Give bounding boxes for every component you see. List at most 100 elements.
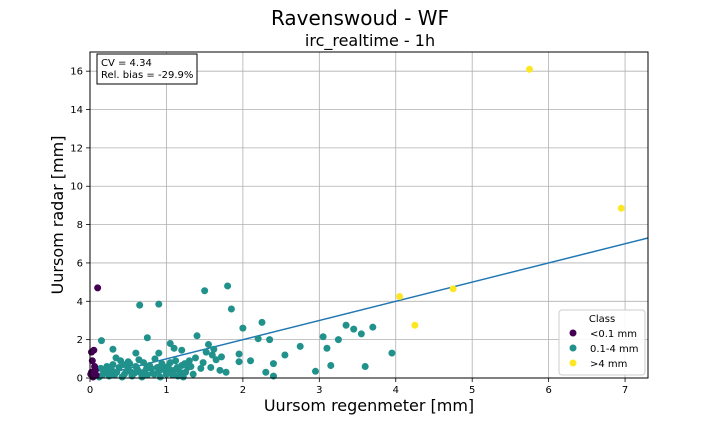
y-tick-label: 16 [70, 67, 83, 78]
point-mid [199, 359, 207, 367]
y-tick-label: 8 [77, 220, 83, 231]
legend: Class <0.1 mm 0.1-4 mm >4 mm [558, 309, 646, 376]
point-mid [388, 349, 396, 357]
fit-line [89, 237, 649, 379]
legend-label-high: >4 mm [590, 359, 627, 370]
point-high [526, 65, 534, 73]
point-mid [222, 368, 230, 376]
point-mid [254, 335, 262, 343]
point-high [449, 285, 457, 293]
point-mid [143, 364, 151, 372]
point-mid [193, 332, 201, 340]
point-low [91, 366, 99, 374]
point-mid [204, 340, 212, 348]
point-mid [216, 366, 224, 374]
x-axis-label: Uursom regenmeter [mm] [264, 396, 474, 415]
point-mid [207, 363, 215, 371]
legend-marker-mid [569, 344, 577, 352]
y-tick-label: 12 [70, 143, 83, 154]
point-mid [212, 356, 220, 364]
stats-box-frame [96, 53, 198, 85]
legend-label-mid: 0.1-4 mm [590, 344, 639, 355]
point-mid [153, 363, 161, 371]
stat-cv: CV = 4.34 [101, 58, 152, 69]
point-mid [342, 321, 350, 329]
point-mid [181, 360, 189, 368]
point-mid [239, 324, 247, 332]
point-high [617, 204, 625, 212]
point-mid [319, 333, 327, 341]
point-mid [156, 373, 164, 381]
point-mid [165, 365, 173, 373]
point-low [94, 284, 102, 292]
point-mid [138, 373, 146, 381]
point-mid [224, 282, 232, 290]
point-mid [151, 355, 159, 363]
point-mid [350, 325, 358, 333]
x-tick-label: 4 [393, 385, 399, 396]
point-mid [247, 357, 255, 365]
point-mid [155, 349, 163, 357]
points-layer [87, 65, 625, 381]
point-mid [327, 362, 335, 370]
point-mid [126, 360, 134, 368]
y-axis-label: Uursom radar [mm] [48, 136, 67, 295]
point-mid [210, 345, 218, 353]
legend-frame [558, 309, 646, 376]
x-tick-label: 1 [163, 385, 169, 396]
y-tick-label: 10 [70, 182, 83, 193]
point-mid [311, 367, 319, 375]
point-mid [281, 351, 289, 359]
point-mid [269, 360, 277, 368]
point-mid [296, 342, 304, 350]
point-mid [266, 336, 274, 344]
x-tick-label: 2 [240, 385, 246, 396]
point-mid [166, 339, 174, 347]
y-tick-label: 6 [77, 258, 83, 269]
point-mid [361, 362, 369, 370]
point-mid [97, 337, 105, 345]
point-mid [110, 371, 118, 379]
y-tick-label: 2 [77, 335, 83, 346]
point-mid [227, 305, 235, 313]
point-mid [98, 371, 106, 379]
point-mid [112, 354, 120, 362]
point-mid [258, 318, 266, 326]
plot-title: irc_realtime - 1h [305, 31, 435, 51]
point-high [396, 293, 404, 300]
point-mid [97, 364, 105, 372]
point-mid [217, 353, 225, 361]
plot-frame [89, 51, 649, 379]
legend-marker-high [569, 359, 577, 367]
legend-label-low: <0.1 mm [590, 329, 637, 340]
stats-box: CV = 4.34 Rel. bias = -29.9% [96, 53, 198, 85]
point-mid [191, 354, 199, 362]
point-mid [158, 360, 166, 368]
point-mid [189, 370, 197, 378]
point-mid [235, 358, 243, 366]
point-mid [357, 330, 365, 338]
point-mid [150, 370, 158, 378]
point-low [87, 370, 95, 378]
point-mid [323, 344, 331, 352]
point-mid [133, 365, 141, 373]
point-mid [136, 301, 144, 309]
point-mid [109, 345, 117, 353]
x-tick-label: 5 [469, 385, 475, 396]
point-high [411, 321, 419, 329]
y-tick-label: 14 [70, 105, 83, 116]
y-tick-label: 0 [77, 374, 83, 385]
y-tick-label: 4 [77, 297, 83, 308]
point-mid [201, 287, 209, 295]
point-mid [132, 349, 140, 357]
point-mid [334, 336, 342, 344]
point-mid [178, 346, 186, 354]
x-tick-label: 0 [87, 385, 93, 396]
point-mid [120, 361, 128, 369]
point-mid [187, 362, 195, 370]
grid [89, 52, 648, 379]
point-mid [202, 348, 210, 356]
